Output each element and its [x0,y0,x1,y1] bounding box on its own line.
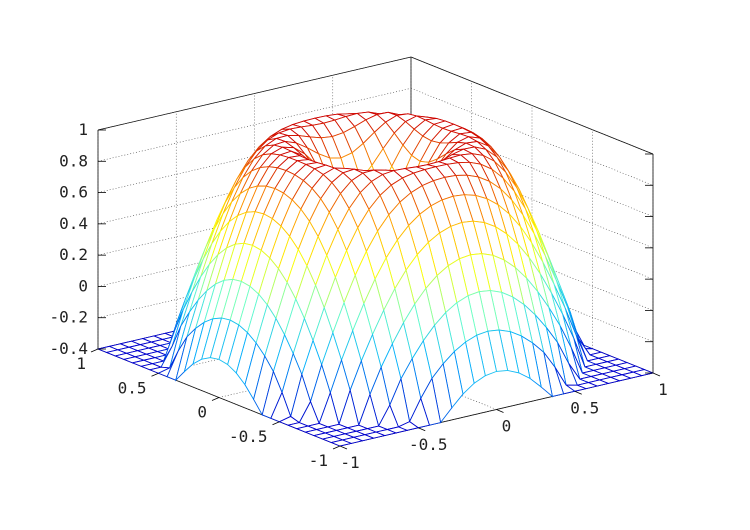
x-tick-mark-3 [574,390,582,395]
z-tick-label: 1 [78,120,88,139]
y-tick-label: 0 [197,403,207,422]
axis-ticks: -0.4 -0.2 0 0.2 0.4 0.6 0.8 1 -1 -0.5 0 0.5 1 -1 -0.5 0… [49,120,667,472]
x-tick-mark-1 [418,427,426,432]
z-tick-label: 0.4 [59,214,88,233]
y-tick-label: 0.5 [118,378,147,397]
x-tick-mark-4 [652,372,661,377]
surface-mesh [96,111,655,447]
y-tick-mark-3 [151,372,159,377]
x-tick-label: -1 [340,453,359,472]
y-tick-mark-1 [272,421,280,426]
x-tick-mark-0 [339,445,348,450]
y-tick-mark-2 [211,397,220,401]
z-tick-label: -0.4 [49,339,88,358]
surface-cell [329,439,353,447]
x-tick-label: 0.5 [570,398,599,417]
x-tick-label: -0.5 [409,435,448,454]
grid-z-back-7 [97,56,412,131]
x-tick-label: 1 [658,380,668,399]
z-tick-label: 0.6 [59,183,88,202]
z-tick-label: 0.8 [59,151,88,170]
top-edge-right [410,56,654,155]
z-tick-label: 0 [78,276,88,295]
y-tick-label: 1 [76,354,86,373]
y-tick-mark-4 [90,348,99,353]
y-tick-label: -1 [309,451,328,470]
x-tick-mark-2 [496,409,504,413]
y-tick-label: -0.5 [229,427,268,446]
grid-z-back-6 [97,87,412,162]
z-tick-label: 0.2 [59,245,88,264]
z-tick-label: -0.2 [49,308,88,327]
x-tick-label: 0 [502,417,512,436]
y-tick-mark-0 [332,445,341,450]
